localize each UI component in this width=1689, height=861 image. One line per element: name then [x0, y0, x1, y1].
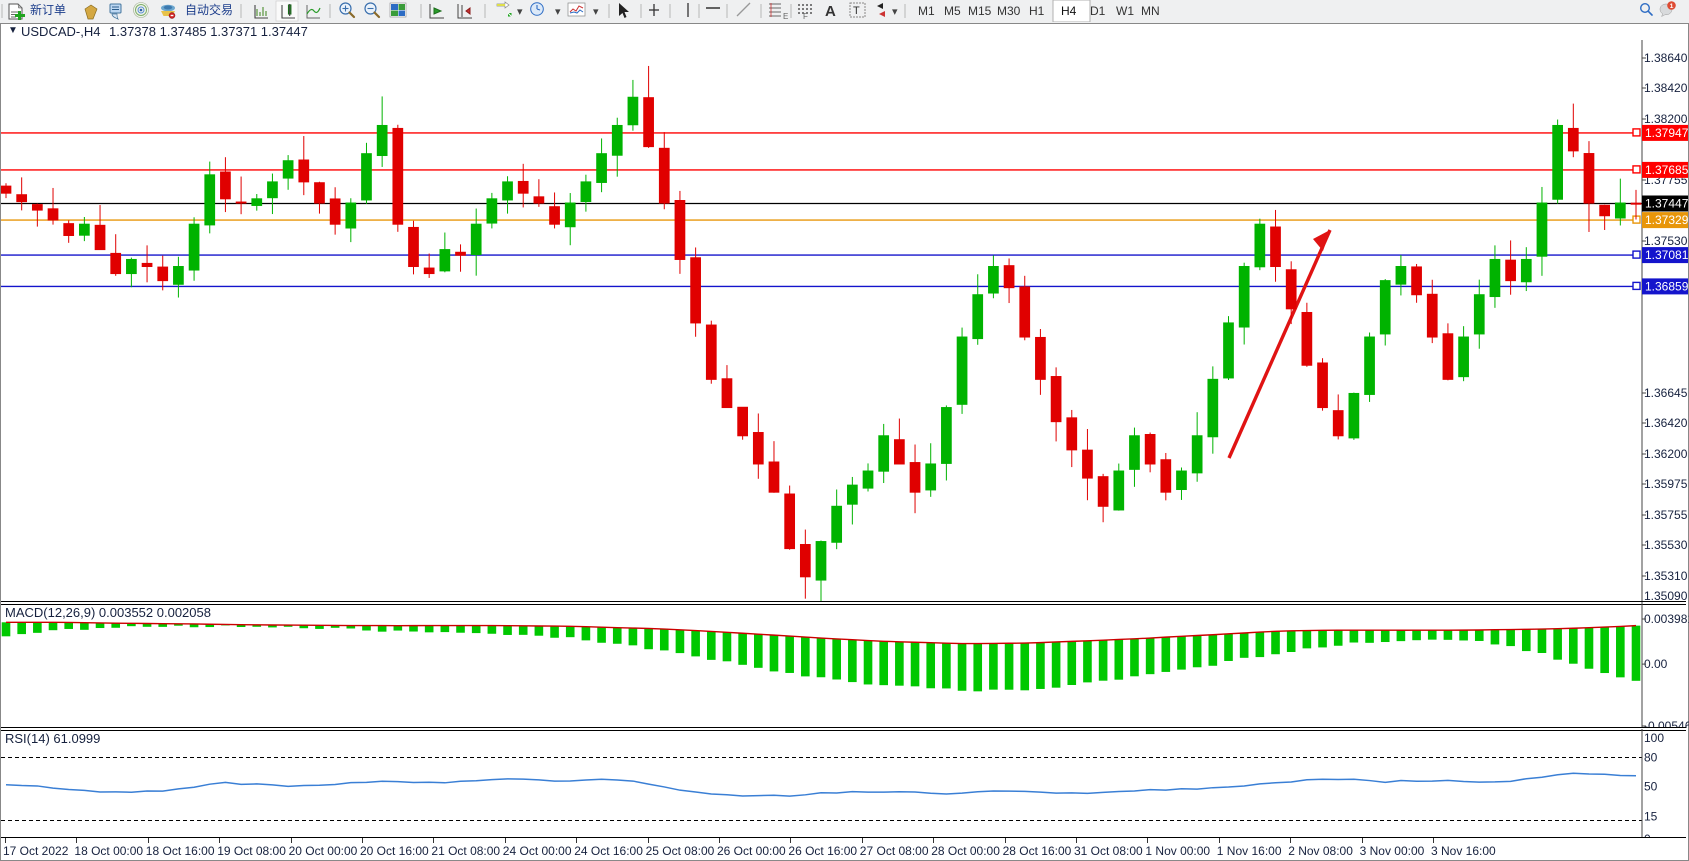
svg-text:MN: MN [1141, 4, 1160, 18]
svg-text:1: 1 [1670, 3, 1674, 10]
svg-text:H4: H4 [1061, 4, 1077, 18]
svg-text:自动交易: 自动交易 [185, 2, 233, 17]
svg-text:0.00: 0.00 [1644, 657, 1668, 671]
svg-text:50: 50 [1644, 780, 1658, 794]
svg-text:100: 100 [1644, 731, 1664, 745]
svg-text:▾: ▾ [593, 6, 599, 18]
svg-text:M1: M1 [918, 4, 935, 18]
svg-text:新订单: 新订单 [30, 2, 66, 17]
svg-text:D1: D1 [1090, 4, 1106, 18]
svg-text:80: 80 [1644, 751, 1658, 765]
svg-text:▾: ▾ [892, 6, 898, 18]
svg-text:M15: M15 [968, 4, 992, 18]
svg-text:T: T [853, 5, 860, 17]
svg-text:F: F [803, 12, 808, 21]
svg-text:15: 15 [1644, 810, 1658, 824]
svg-text:M30: M30 [997, 4, 1021, 18]
svg-text:E: E [783, 12, 788, 21]
svg-text:A: A [825, 3, 836, 20]
svg-text:▾: ▾ [517, 6, 523, 18]
svg-text:▾: ▾ [555, 6, 561, 18]
svg-text:H1: H1 [1029, 4, 1045, 18]
svg-text:0.003981: 0.003981 [1644, 612, 1689, 626]
svg-text:M5: M5 [944, 4, 961, 18]
svg-text:W1: W1 [1116, 4, 1134, 18]
